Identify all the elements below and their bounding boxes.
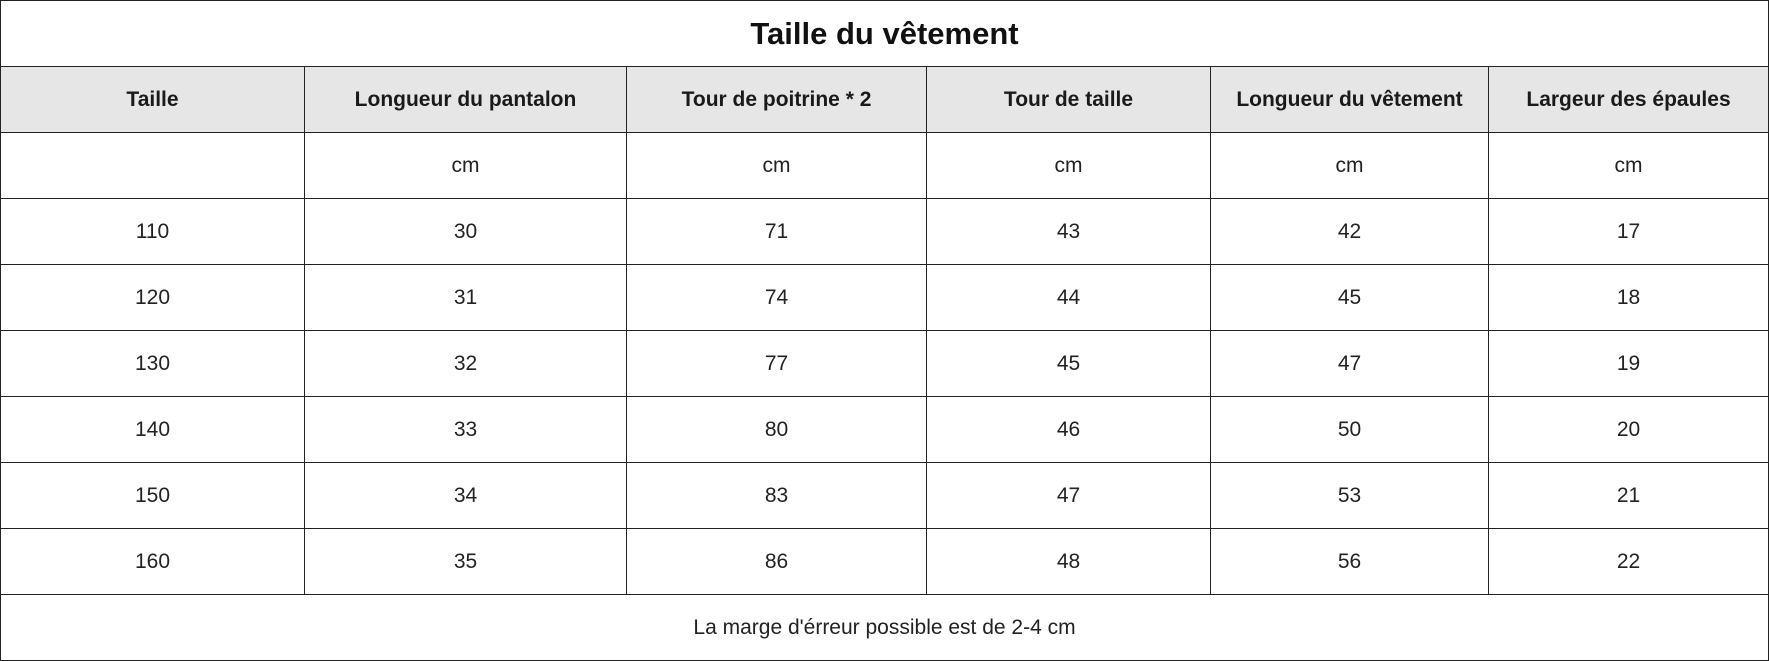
table-row: 150 34 83 47 53 21 — [0, 462, 1769, 529]
unit-row: cm cm cm cm cm — [0, 132, 1769, 199]
table-cell: 30 — [304, 198, 627, 265]
table-cell: 86 — [626, 528, 927, 595]
table-cell: 35 — [304, 528, 627, 595]
table-cell: 47 — [926, 462, 1211, 529]
table-cell: 21 — [1487, 462, 1769, 529]
table-cell: 48 — [926, 528, 1211, 595]
unit-cell: cm — [304, 132, 627, 199]
table-cell: 45 — [1210, 264, 1489, 331]
table-cell: 31 — [304, 264, 627, 331]
unit-cell: cm — [626, 132, 927, 199]
table-cell: 17 — [1487, 198, 1769, 265]
table-cell: 80 — [626, 396, 927, 463]
error-margin-note: La marge d'érreur possible est de 2-4 cm — [0, 594, 1769, 661]
header-tour-taille: Tour de taille — [926, 66, 1211, 133]
unit-cell — [0, 132, 305, 199]
table-row: 140 33 80 46 50 20 — [0, 396, 1769, 463]
header-row: Taille Longueur du pantalon Tour de poit… — [0, 66, 1769, 133]
table-cell: 160 — [0, 528, 305, 595]
title-row: Taille du vêtement — [0, 0, 1769, 67]
table-cell: 130 — [0, 330, 305, 397]
header-longueur-pantalon: Longueur du pantalon — [304, 66, 627, 133]
table-cell: 20 — [1487, 396, 1769, 463]
table-row: 160 35 86 48 56 22 — [0, 528, 1769, 595]
table-cell: 19 — [1487, 330, 1769, 397]
table-cell: 150 — [0, 462, 305, 529]
footer-row: La marge d'érreur possible est de 2-4 cm — [0, 594, 1769, 661]
header-longueur-vetement: Longueur du vêtement — [1210, 66, 1489, 133]
table-row: 130 32 77 45 47 19 — [0, 330, 1769, 397]
table-cell: 18 — [1487, 264, 1769, 331]
unit-cell: cm — [1487, 132, 1769, 199]
table-cell: 44 — [926, 264, 1211, 331]
header-largeur-epaules: Largeur des épaules — [1487, 66, 1769, 133]
table-cell: 140 — [0, 396, 305, 463]
table-row: 110 30 71 43 42 17 — [0, 198, 1769, 265]
header-taille: Taille — [0, 66, 305, 133]
table-cell: 22 — [1487, 528, 1769, 595]
table-cell: 83 — [626, 462, 927, 529]
table-cell: 120 — [0, 264, 305, 331]
table-cell: 34 — [304, 462, 627, 529]
table-cell: 43 — [926, 198, 1211, 265]
table-cell: 46 — [926, 396, 1211, 463]
header-tour-poitrine: Tour de poitrine * 2 — [626, 66, 927, 133]
unit-cell: cm — [1210, 132, 1489, 199]
table-title: Taille du vêtement — [0, 0, 1769, 67]
table-cell: 53 — [1210, 462, 1489, 529]
table-cell: 47 — [1210, 330, 1489, 397]
table-cell: 74 — [626, 264, 927, 331]
table-row: 120 31 74 44 45 18 — [0, 264, 1769, 331]
table-cell: 77 — [626, 330, 927, 397]
table-cell: 50 — [1210, 396, 1489, 463]
table-cell: 110 — [0, 198, 305, 265]
table-cell: 32 — [304, 330, 627, 397]
table-cell: 71 — [626, 198, 927, 265]
table-cell: 56 — [1210, 528, 1489, 595]
table-cell: 45 — [926, 330, 1211, 397]
unit-cell: cm — [926, 132, 1211, 199]
table-cell: 33 — [304, 396, 627, 463]
table-cell: 42 — [1210, 198, 1489, 265]
